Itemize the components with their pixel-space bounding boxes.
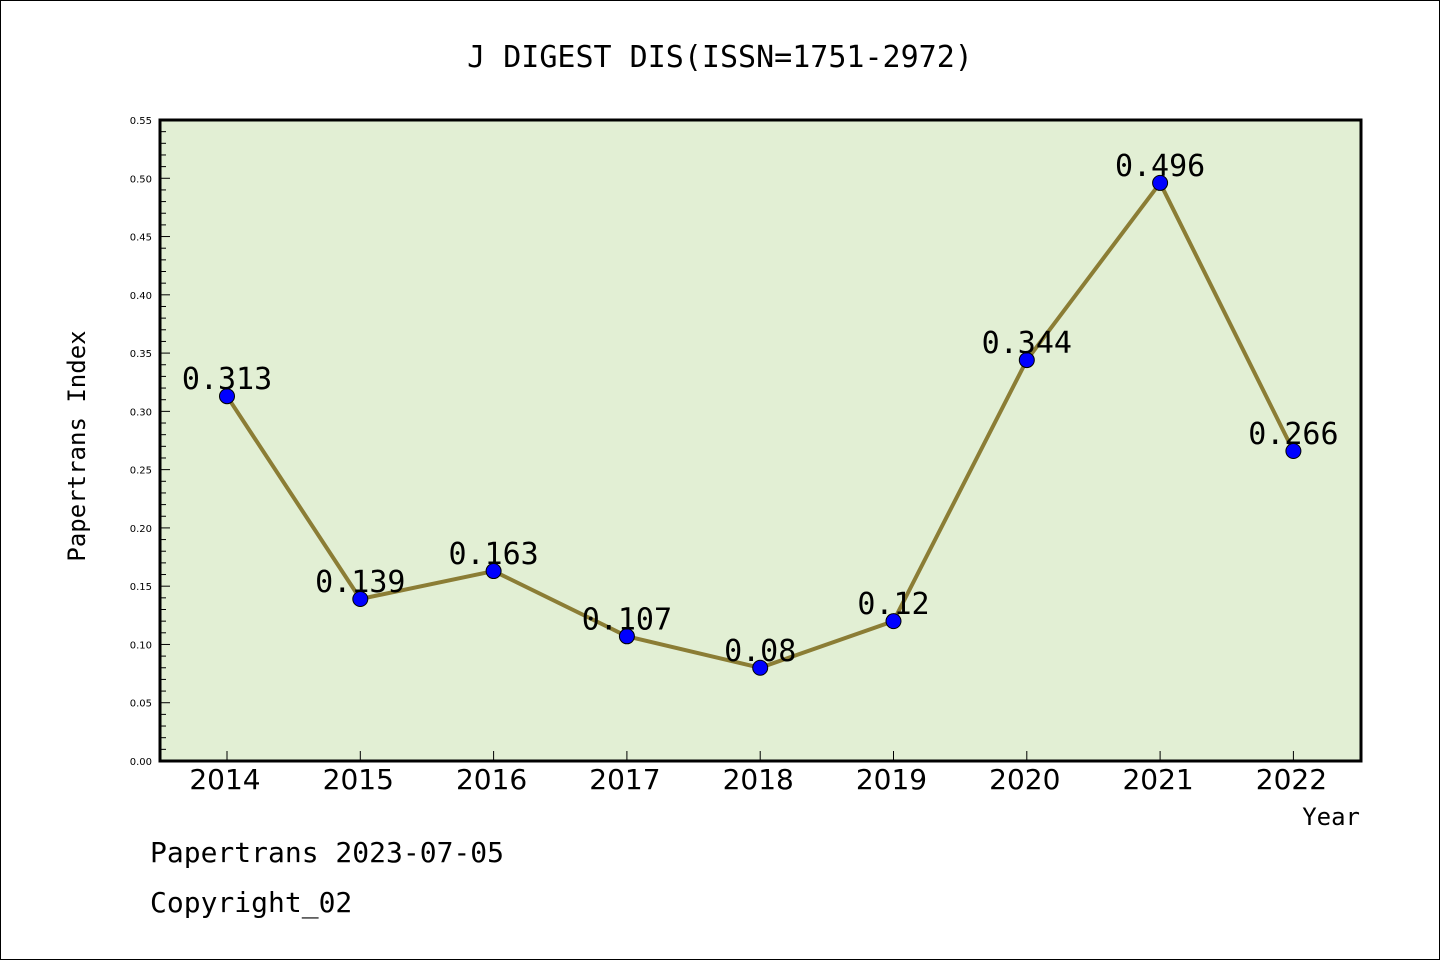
y-tick-label: 0.05: [130, 699, 152, 710]
x-tick-label: 2018: [723, 763, 794, 796]
x-axis-title: Year: [1302, 803, 1360, 831]
y-tick-label: 0.00: [130, 757, 152, 768]
plot-area: [158, 118, 1363, 763]
y-tick-label: 0.35: [130, 349, 152, 360]
footer-date: Papertrans 2023-07-05: [150, 836, 505, 869]
y-axis-title: Papertrans Index: [63, 330, 91, 561]
data-label: 0.496: [1115, 149, 1205, 184]
data-label: 0.08: [724, 634, 796, 669]
x-tick-label: 2014: [189, 763, 260, 796]
data-point: [485, 563, 502, 580]
data-point: [352, 591, 369, 608]
y-axis: 0.00 0.05 0.10 0.15 0.20 0.25 0.30 0.35 0.40 0.45…: [130, 116, 170, 768]
y-tick-label: 0.55: [130, 116, 152, 127]
y-tick-label: 0.15: [130, 582, 152, 593]
x-tick-label: 2021: [1122, 763, 1193, 796]
series-line-group: [219, 174, 1302, 676]
data-label: 0.139: [315, 565, 405, 600]
x-tick-label: 2016: [456, 763, 527, 796]
data-point: [618, 628, 635, 645]
x-tick-label: 2022: [1256, 763, 1327, 796]
y-tick-label: 0.10: [130, 640, 152, 651]
data-point: [219, 388, 235, 405]
chart-title: J DIGEST DIS(ISSN=1751-2972): [467, 40, 973, 75]
footer-copyright: Copyright_02: [150, 886, 353, 919]
data-label: 0.313: [182, 362, 272, 397]
data-point: [1018, 352, 1035, 369]
x-tick-label: 2020: [989, 763, 1060, 796]
y-tick-label: 0.50: [130, 174, 152, 185]
data-labels-group: 0.313 0.139 0.163 0.107 0.08 0.12 0.344 0.496 0.…: [182, 149, 1339, 669]
data-label: 0.163: [448, 537, 538, 572]
y-tick-label: 0.20: [130, 524, 152, 535]
y-tick-label: 0.45: [130, 233, 152, 244]
data-label: 0.344: [982, 326, 1072, 361]
data-point: [885, 613, 902, 630]
data-point: [752, 659, 769, 676]
y-tick-label: 0.30: [130, 407, 152, 418]
x-axis: 2014 2015 2016 2017 2018 2019 2020 2021 2022: [189, 751, 1327, 796]
x-tick-label: 2015: [323, 763, 394, 796]
x-tick-label: 2019: [856, 763, 927, 796]
data-point: [1285, 442, 1302, 459]
data-label: 0.107: [582, 602, 672, 637]
x-tick-label: 2017: [589, 763, 660, 796]
data-label: 0.266: [1248, 417, 1338, 452]
y-tick-label: 0.40: [130, 291, 152, 302]
data-point: [1152, 174, 1169, 191]
y-tick-label: 0.25: [130, 466, 152, 477]
data-label: 0.12: [857, 587, 929, 622]
